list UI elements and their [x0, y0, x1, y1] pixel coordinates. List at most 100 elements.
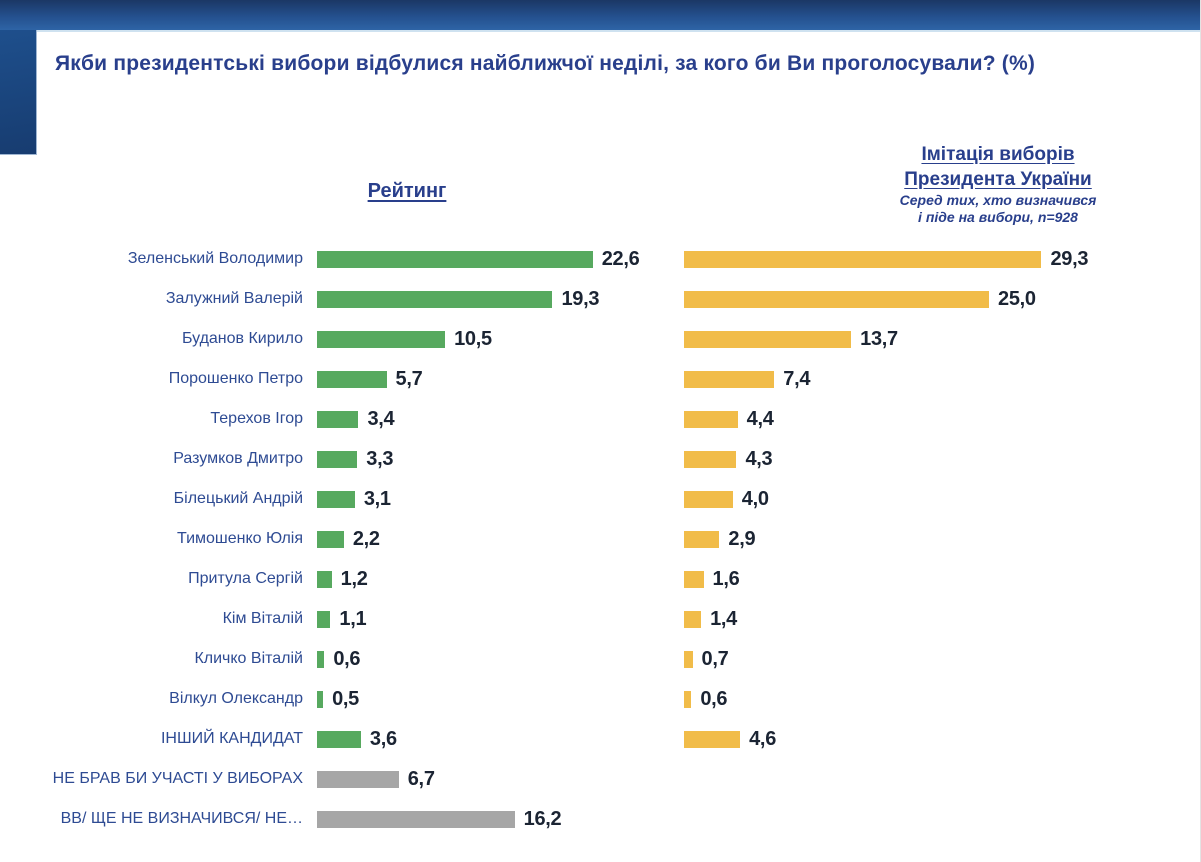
rating-bar: [317, 490, 355, 508]
imitation-bar-zone: 0,7: [684, 648, 1201, 671]
rating-bar-zone: 1,2: [317, 568, 684, 591]
chart-row: Кличко Віталій 0,6 0,7: [0, 639, 1201, 679]
imitation-value: 25,0: [998, 287, 1036, 310]
rating-value: 3,3: [366, 447, 394, 470]
candidate-label: Кличко Віталій: [194, 650, 303, 667]
imitation-bar: [684, 250, 1042, 268]
imitation-value: 1,6: [712, 567, 740, 590]
imitation-bar: [684, 370, 775, 388]
candidate-label: Зеленський Володимир: [127, 250, 303, 267]
imitation-value: 0,7: [701, 647, 729, 670]
rating-value: 3,1: [363, 487, 391, 510]
rating-value: 1,1: [339, 607, 367, 630]
rating-bar-zone: 3,6: [317, 728, 684, 751]
imitation-bar: [684, 650, 693, 668]
right-chart-title: Імітація виборів Президента України Сере…: [828, 142, 1168, 226]
rating-value: 0,6: [333, 647, 361, 670]
rating-bar-zone: 6,7: [317, 768, 684, 791]
chart-row: Залужний Валерій 19,3 25,0: [0, 279, 1201, 319]
candidate-label: Терехов Ігор: [210, 410, 303, 427]
right-chart-subtitle-line2: і піде на вибори, n=928: [918, 209, 1078, 225]
imitation-bar: [684, 490, 733, 508]
rating-bar: [317, 530, 344, 548]
rating-bar-zone: 1,1: [317, 608, 684, 631]
imitation-bar-zone: 25,0: [684, 288, 1201, 311]
imitation-bar: [684, 610, 702, 628]
rating-bar-zone: 0,5: [317, 688, 684, 711]
rating-bar-zone: 3,1: [317, 488, 684, 511]
chart-row: Терехов Ігор 3,4 4,4: [0, 399, 1201, 439]
imitation-bar: [684, 570, 704, 588]
candidate-label: ВВ/ ЩЕ НЕ ВИЗНАЧИВСЯ/ НЕ…: [60, 810, 303, 827]
chart-row: Буданов Кирило 10,5 13,7: [0, 319, 1201, 359]
imitation-value: 4,3: [745, 447, 773, 470]
rating-bar: [317, 610, 331, 628]
rating-bar-zone: 19,3: [317, 288, 684, 311]
imitation-value: 29,3: [1050, 247, 1089, 270]
imitation-bar: [684, 290, 989, 308]
chart-row: Зеленський Володимир 22,6 29,3: [0, 239, 1201, 279]
rating-value: 19,3: [561, 287, 600, 310]
imitation-value: 1,4: [710, 607, 737, 630]
imitation-bar-zone: 2,9: [684, 528, 1201, 551]
rating-value: 16,2: [523, 807, 562, 830]
imitation-bar-zone: 1,6: [684, 568, 1201, 591]
rating-value: 5,7: [395, 367, 423, 390]
rating-bar-zone: 2,2: [317, 528, 684, 551]
chart-row: ВВ/ ЩЕ НЕ ВИЗНАЧИВСЯ/ НЕ… 16,2: [0, 799, 1201, 839]
imitation-bar: [684, 690, 692, 708]
chart-row: Вілкул Олександр 0,5 0,6: [0, 679, 1201, 719]
candidate-label: Разумков Дмитро: [173, 450, 303, 467]
page-title: Якби президентські вибори відбулися найб…: [55, 52, 1036, 75]
candidate-label: Вілкул Олександр: [169, 690, 303, 707]
imitation-bar-zone: 7,4: [684, 368, 1201, 391]
chart-row: ІНШИЙ КАНДИДАТ 3,6 4,6: [0, 719, 1201, 759]
candidate-label: Білецький Андрій: [173, 490, 303, 507]
imitation-bar-zone: 1,4: [684, 608, 1201, 631]
chart-row: Кім Віталій 1,1 1,4: [0, 599, 1201, 639]
candidate-label: Залужний Валерій: [165, 290, 303, 307]
rating-value: 10,5: [454, 327, 492, 350]
rating-bar-zone: 3,4: [317, 408, 684, 431]
imitation-bar: [684, 530, 720, 548]
imitation-bar: [684, 410, 738, 428]
rating-bar: [317, 690, 324, 708]
imitation-value: 2,9: [728, 527, 756, 550]
candidate-label: Тимошенко Юлія: [177, 530, 303, 547]
imitation-bar-zone: 0,6: [684, 688, 1201, 711]
chart-row: Білецький Андрій 3,1 4,0: [0, 479, 1201, 519]
imitation-bar-zone: 4,3: [684, 448, 1201, 471]
rating-value: 3,4: [367, 407, 395, 430]
rating-value: 2,2: [352, 527, 380, 550]
imitation-bar-zone: 4,0: [684, 488, 1201, 511]
rating-bar: [317, 290, 553, 308]
bar-chart-rows: Зеленський Володимир 22,6 29,3 Залужний Вал…: [0, 239, 1201, 839]
imitation-bar: [684, 450, 737, 468]
candidate-label: Буданов Кирило: [181, 330, 303, 347]
rating-bar-zone: 22,6: [317, 248, 684, 271]
imitation-bar-zone: 4,4: [684, 408, 1201, 431]
rating-bar-zone: 16,2: [317, 808, 684, 831]
imitation-value: 4,0: [741, 487, 769, 510]
imitation-value: 4,4: [746, 407, 774, 430]
rating-value: 6,7: [407, 767, 435, 790]
rating-bar: [317, 410, 359, 428]
imitation-bar-zone: 29,3: [684, 248, 1201, 271]
rating-bar: [317, 330, 446, 348]
rating-value: 0,5: [332, 687, 359, 710]
rating-bar-zone: 5,7: [317, 368, 684, 391]
imitation-value: 4,6: [749, 727, 777, 750]
imitation-bar-zone: 13,7: [684, 328, 1201, 351]
rating-bar: [317, 810, 515, 828]
right-chart-title-line2: Президента України: [904, 169, 1092, 190]
imitation-bar: [684, 330, 852, 348]
rating-bar: [317, 730, 361, 748]
chart-row: Притула Сергій 1,2 1,6: [0, 559, 1201, 599]
rating-bar: [317, 650, 325, 668]
rating-value: 22,6: [601, 247, 640, 270]
rating-bar: [317, 570, 332, 588]
imitation-bar-zone: 4,6: [684, 728, 1201, 751]
chart-row: Порошенко Петро 5,7 7,4: [0, 359, 1201, 399]
rating-bar: [317, 450, 358, 468]
